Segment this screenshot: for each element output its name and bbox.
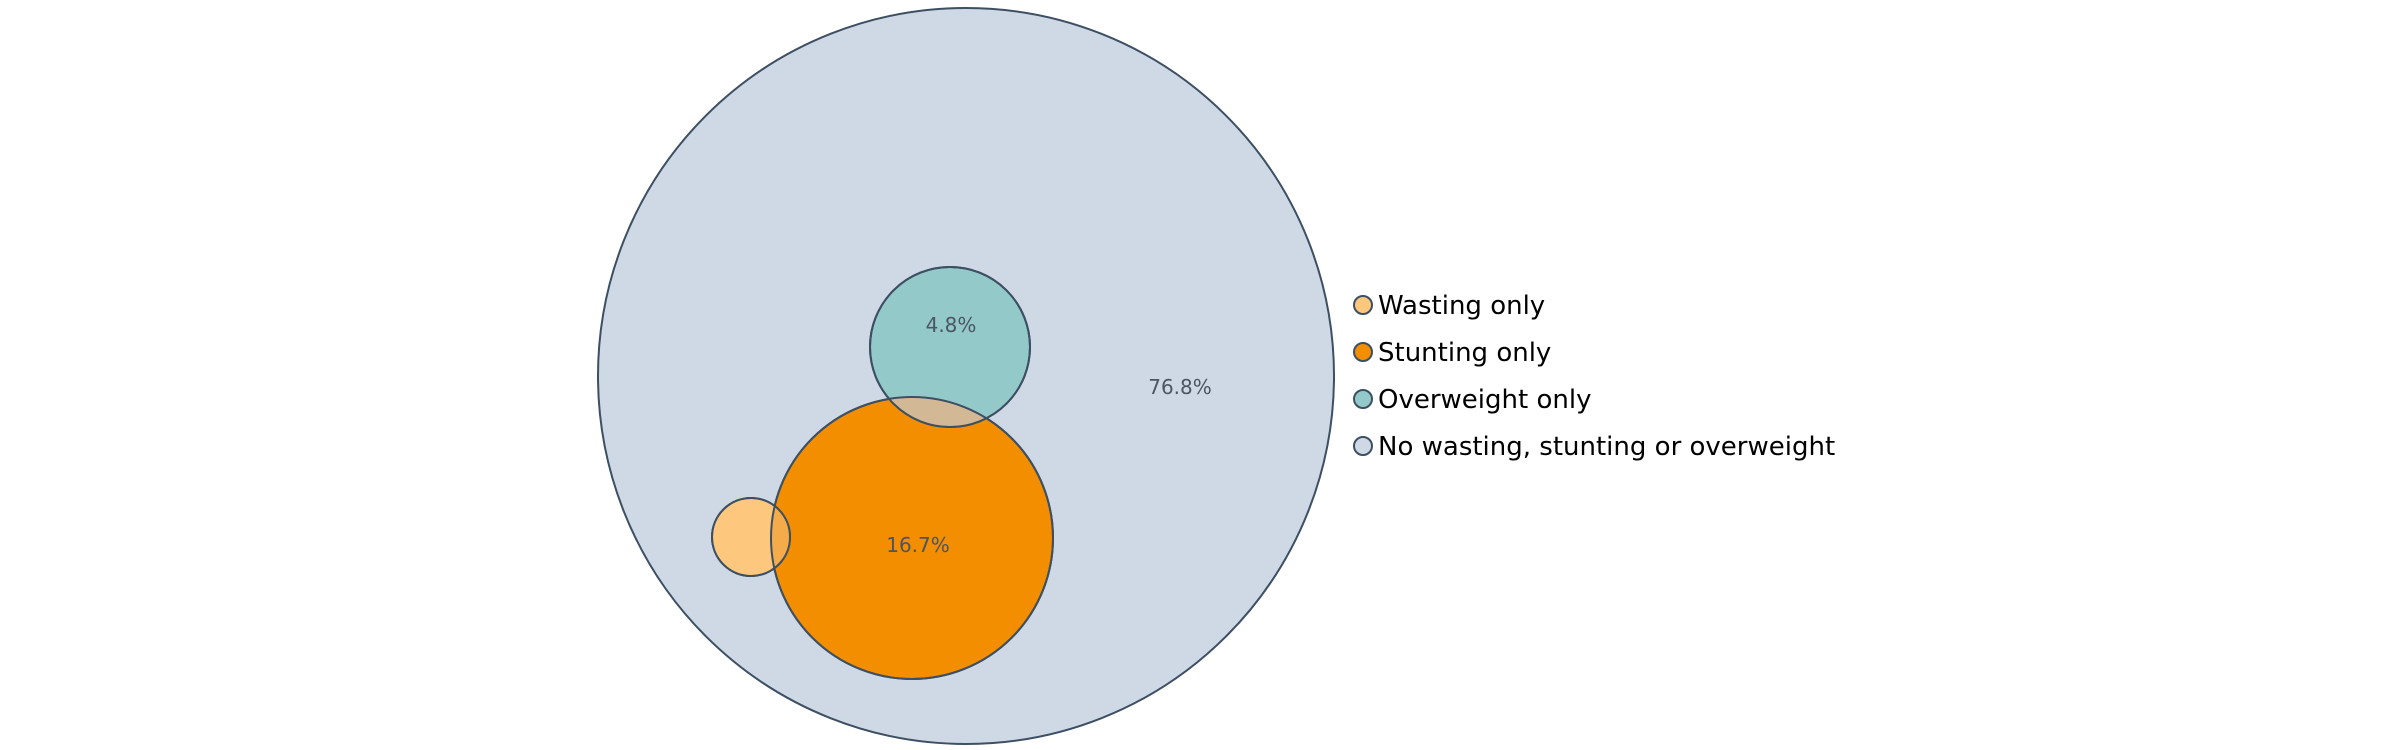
legend-swatch-wasting-only bbox=[1353, 295, 1373, 315]
value-labels: 76.8% 16.7% 4.8% bbox=[886, 313, 1212, 557]
value-label-overweight-only: 4.8% bbox=[926, 313, 977, 337]
legend-item-wasting-only: Wasting only bbox=[1353, 291, 1545, 321]
legend-label-stunting-only: Stunting only bbox=[1378, 338, 1551, 368]
circle-wasting-outline bbox=[711, 497, 791, 577]
circles-group bbox=[597, 7, 1335, 745]
legend-swatch-stunting-only bbox=[1353, 342, 1373, 362]
legend: Wasting only Stunting only Overweight on… bbox=[1353, 291, 1835, 462]
legend-label-wasting-only: Wasting only bbox=[1378, 291, 1545, 321]
circle-stunting-outline bbox=[770, 396, 1054, 680]
legend-item-stunting-only: Stunting only bbox=[1353, 338, 1551, 368]
legend-swatch-no-wasting-stunting-overweight bbox=[1353, 436, 1373, 456]
legend-label-no-wasting-stunting-overweight: No wasting, stunting or overweight bbox=[1378, 432, 1835, 462]
value-label-no-wasting-stunting-overweight: 76.8% bbox=[1148, 375, 1212, 399]
legend-label-overweight-only: Overweight only bbox=[1378, 385, 1591, 415]
legend-swatch-overweight-only bbox=[1353, 389, 1373, 409]
legend-item-overweight-only: Overweight only bbox=[1353, 385, 1591, 415]
circle-overweight-outline bbox=[869, 266, 1031, 428]
value-label-stunting-only: 16.7% bbox=[886, 533, 950, 557]
legend-item-no-wasting-stunting-overweight: No wasting, stunting or overweight bbox=[1353, 432, 1835, 462]
